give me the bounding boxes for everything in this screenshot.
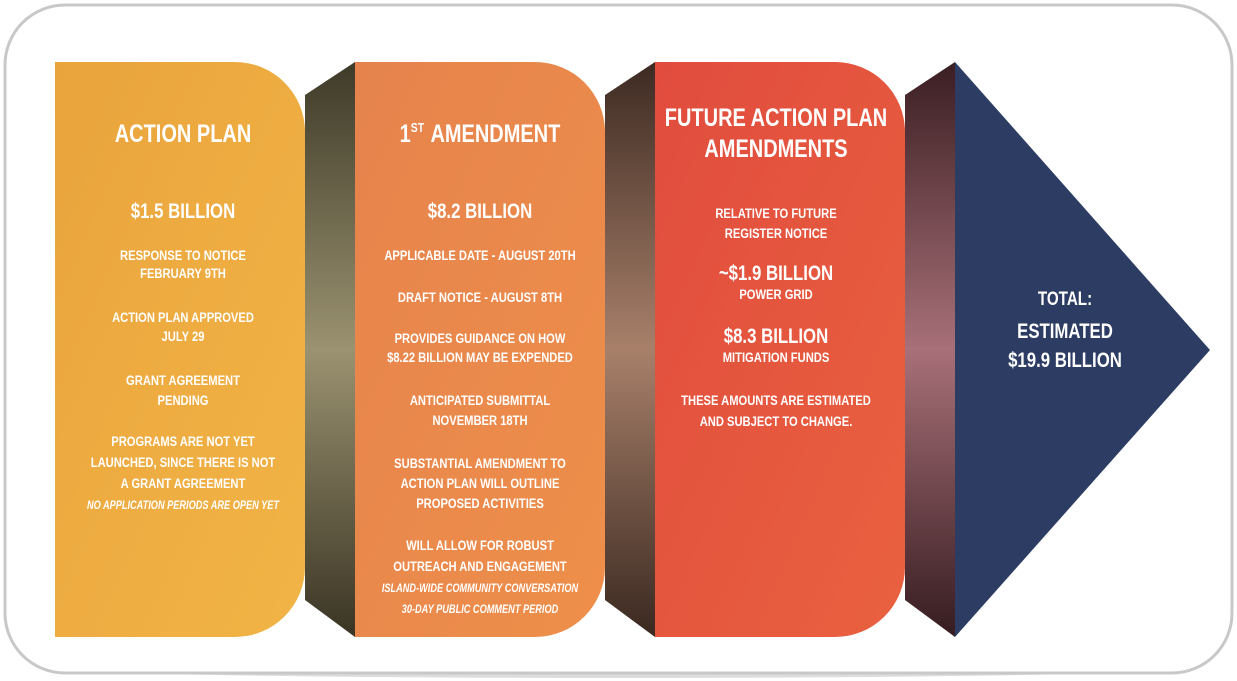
item: PROPOSED ACTIVITIES bbox=[416, 496, 544, 511]
amount: $8.2 BILLION bbox=[428, 200, 532, 223]
intro: REGISTER NOTICE bbox=[725, 226, 828, 241]
panel-title: 1ST AMENDMENT bbox=[400, 120, 561, 148]
total-arrow bbox=[955, 62, 1210, 637]
item: ACTION PLAN APPROVED bbox=[112, 310, 254, 325]
total-qualifier: ESTIMATED bbox=[1017, 320, 1113, 343]
item: JULY 29 bbox=[162, 329, 205, 344]
panel-text: 1ST AMENDMENT $8.2 BILLION APPLICABLE DAT… bbox=[382, 120, 579, 616]
panel bbox=[355, 62, 605, 637]
note: 30-DAY PUBLIC COMMENT PERIOD bbox=[402, 604, 559, 616]
item: PROVIDES GUIDANCE ON HOW bbox=[395, 331, 566, 346]
note: NO APPLICATION PERIODS ARE OPEN YET bbox=[87, 500, 281, 512]
item: RESPONSE TO NOTICE bbox=[120, 248, 246, 263]
total-amount: $19.9 BILLION bbox=[1008, 349, 1122, 372]
panel bbox=[655, 62, 905, 637]
item: GRANT AGREEMENT bbox=[126, 373, 240, 388]
item: OUTREACH AND ENGAGEMENT bbox=[393, 559, 567, 574]
total-text: TOTAL: ESTIMATED $19.9 BILLION bbox=[1008, 287, 1122, 372]
panel-title: ACTION PLAN bbox=[115, 120, 252, 148]
amount: ~$1.9 BILLION bbox=[719, 262, 833, 285]
item: A GRANT AGREEMENT bbox=[121, 476, 246, 491]
amount: $1.5 BILLION bbox=[131, 200, 235, 223]
item: ACTION PLAN WILL OUTLINE bbox=[401, 476, 560, 491]
panel-text: ACTION PLAN $1.5 BILLION RESPONSE TO NOT… bbox=[87, 120, 281, 512]
total-label: TOTAL: bbox=[1038, 287, 1092, 309]
item: PROGRAMS ARE NOT YET bbox=[111, 434, 255, 449]
item: DRAFT NOTICE - AUGUST 8TH bbox=[398, 290, 562, 305]
item: SUBSTANTIAL AMENDMENT TO bbox=[394, 456, 566, 471]
item: ANTICIPATED SUBMITTAL bbox=[410, 393, 551, 408]
item: NOVEMBER 18TH bbox=[432, 413, 527, 428]
amount-label: MITIGATION FUNDS bbox=[723, 350, 830, 365]
title-number: 1 bbox=[400, 120, 411, 148]
amount-label: POWER GRID bbox=[739, 287, 812, 302]
panel bbox=[55, 62, 305, 637]
title-superscript: ST bbox=[411, 121, 425, 135]
intro: RELATIVE TO FUTURE bbox=[715, 206, 836, 221]
disclaimer: AND SUBJECT TO CHANGE. bbox=[700, 414, 853, 429]
panel-text: FUTURE ACTION PLAN AMENDMENTS RELATIVE T… bbox=[665, 104, 887, 429]
disclaimer: THESE AMOUNTS ARE ESTIMATED bbox=[681, 393, 871, 408]
item: PENDING bbox=[158, 393, 209, 408]
item: FEBRUARY 9TH bbox=[140, 266, 226, 281]
item: LAUNCHED, SINCE THERE IS NOT bbox=[91, 455, 276, 470]
item: WILL ALLOW FOR ROBUST bbox=[406, 538, 554, 553]
title-text: AMENDMENT bbox=[430, 120, 560, 148]
item: APPLICABLE DATE - AUGUST 20TH bbox=[384, 248, 575, 263]
note: ISLAND-WIDE COMMUNITY CONVERSATION bbox=[382, 583, 579, 595]
connector bbox=[305, 62, 355, 637]
item: $8.22 BILLION MAY BE EXPENDED bbox=[387, 350, 573, 365]
connector bbox=[905, 62, 955, 637]
connector bbox=[605, 62, 655, 637]
panel-title: FUTURE ACTION PLAN bbox=[665, 104, 887, 132]
panel-title: AMENDMENTS bbox=[704, 135, 847, 163]
amount: $8.3 BILLION bbox=[724, 325, 828, 348]
